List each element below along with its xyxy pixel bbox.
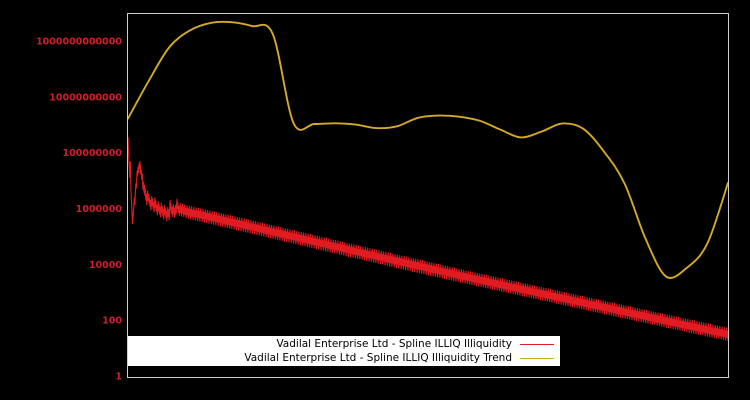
chart-legend[interactable]: Vadilal Enterprise Ltd - Spline ILLIQ Il…: [128, 336, 560, 366]
legend-label-illiquidity-trend: Vadilal Enterprise Ltd - Spline ILLIQ Il…: [244, 352, 512, 364]
legend-label-illiquidity: Vadilal Enterprise Ltd - Spline ILLIQ Il…: [276, 338, 512, 350]
y-tick-label: 1000000000000: [36, 36, 122, 47]
legend-entry-illiquidity-trend[interactable]: Vadilal Enterprise Ltd - Spline ILLIQ Il…: [128, 351, 560, 365]
y-tick-label: 100000000: [63, 148, 123, 159]
y-tick-label: 1: [115, 372, 122, 383]
legend-entry-illiquidity[interactable]: Vadilal Enterprise Ltd - Spline ILLIQ Il…: [128, 337, 560, 351]
plot-frame: [127, 13, 729, 378]
data-series-group: [127, 20, 729, 342]
series-path: [127, 20, 729, 279]
legend-swatch-illiquidity: [520, 343, 554, 345]
series-path: [127, 136, 729, 342]
y-tick-label: 10000000000: [49, 92, 122, 103]
y-tick-label: 1000000: [76, 204, 123, 215]
legend-swatch-illiquidity-trend: [520, 357, 554, 359]
y-tick-label: 10000: [89, 260, 122, 271]
y-tick-label: 100: [102, 316, 122, 327]
y-axis-tick-labels: 1 100 10000 1000000 100000000 10000000000 1000…: [36, 36, 122, 382]
